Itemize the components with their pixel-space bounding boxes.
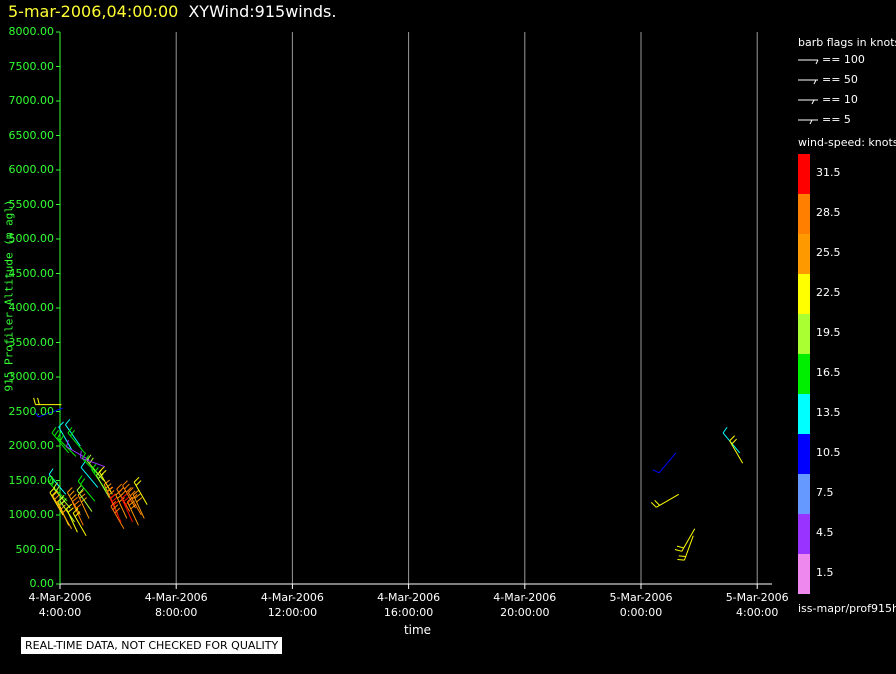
wind-barb — [133, 476, 148, 505]
wind-barb — [72, 507, 87, 536]
wind-barb — [674, 528, 696, 552]
wind-barb — [127, 487, 142, 516]
x-axis-label: time — [403, 623, 432, 637]
wind-barb — [66, 439, 90, 461]
wind-barb — [652, 452, 677, 474]
wind-barb — [67, 426, 86, 454]
wind-barb — [110, 500, 125, 530]
colorbar-label: 19.5 — [816, 326, 841, 339]
colorbar-label: 16.5 — [816, 366, 841, 379]
y-tick-label: 500.00 — [15, 542, 55, 556]
colorbar-swatch — [798, 274, 810, 314]
y-tick-label: 8000.00 — [8, 25, 55, 38]
barb-legend-glyph — [798, 79, 818, 85]
colorbar-swatch — [798, 514, 810, 554]
barb-legend-glyph — [798, 99, 818, 105]
colorbar-swatch — [798, 394, 810, 434]
y-tick-label: 5000.00 — [8, 232, 55, 245]
legend-panel: barb flags in knots == 100 == 50 == 10 == 5… — [794, 30, 896, 640]
wind-barb — [76, 484, 93, 512]
y-tick-label: 5500.00 — [8, 197, 55, 211]
y-tick-label: 2500.00 — [8, 404, 55, 418]
chart-title: 5-mar-2006,04:00:00 XYWind:915winds. — [8, 2, 336, 21]
colorbar-swatch — [798, 314, 810, 354]
barb-legend-label: == 50 — [822, 73, 858, 86]
barb-legend-label: == 10 — [822, 93, 858, 106]
x-tick-label: 4-Mar-2006 20:00:00 — [493, 591, 557, 619]
wind-barb — [677, 535, 694, 561]
wind-barb — [77, 475, 96, 502]
wind-barb — [722, 426, 741, 454]
colorbar-swatch — [798, 474, 810, 514]
wind-barb — [66, 487, 81, 516]
barb-legend-title: barb flags in knots — [798, 36, 896, 49]
wind-barb — [49, 487, 64, 516]
quality-note: REAL-TIME DATA, NOT CHECKED FOR QUALITY — [20, 636, 284, 655]
barb-legend-glyph — [798, 59, 819, 65]
x-tick-label: 4-Mar-2006 12:00:00 — [260, 591, 324, 619]
wind-barb — [51, 426, 70, 454]
colorbar-label: 4.5 — [816, 526, 834, 539]
wind-barb — [109, 493, 122, 523]
y-tick-label: 6500.00 — [8, 128, 55, 142]
wind-barb — [116, 483, 131, 512]
data-source-label: iss-mapr/prof915h — [798, 602, 896, 615]
wind-barb — [650, 493, 680, 508]
wind-barb — [48, 476, 68, 502]
x-tick-label: 4-Mar-2006 8:00:00 — [144, 591, 208, 619]
colorbar-label: 25.5 — [816, 246, 841, 259]
barb-legend-glyph — [798, 119, 818, 125]
y-tick-label: 3000.00 — [8, 370, 55, 383]
colorbar-title: wind-speed: knots — [798, 136, 896, 149]
barb-legend-label: == 100 — [822, 53, 865, 66]
colorbar-label: 13.5 — [816, 406, 841, 419]
y-tick-label: 4500.00 — [8, 266, 55, 280]
wind-barb — [122, 480, 136, 509]
wind-barb — [80, 450, 106, 468]
y-tick-label: 0.00 — [29, 577, 55, 590]
colorbar-label: 28.5 — [816, 206, 841, 219]
wind-barb — [132, 490, 145, 519]
barb-legend-glyphs — [798, 59, 819, 125]
y-tick-label: 1000.00 — [8, 508, 55, 521]
colorbar-swatch — [798, 434, 810, 474]
colorbar-label: 31.5 — [816, 166, 841, 179]
wind-barb — [80, 461, 99, 488]
title-datetime: 5-mar-2006,04:00:00 — [8, 2, 179, 21]
y-tick-label: 4000.00 — [8, 301, 55, 314]
colorbar-label: 22.5 — [816, 286, 841, 299]
y-tick-label: 7000.00 — [8, 94, 55, 107]
x-tick-label: 5-Mar-2006 0:00:00 — [609, 591, 673, 619]
colorbar-label: 10.5 — [816, 446, 841, 459]
y-tick-label: 2000.00 — [8, 439, 55, 452]
wind-barb — [34, 407, 64, 418]
y-tick-label: 6000.00 — [8, 163, 55, 176]
colorbar-swatch — [798, 554, 810, 594]
colorbar-label: 1.5 — [816, 566, 834, 579]
y-tick-label: 1500.00 — [8, 473, 55, 487]
wind-barb — [65, 419, 81, 447]
y-tick-label: 3500.00 — [8, 335, 55, 349]
colorbar-swatch — [798, 354, 810, 394]
wind-barb — [729, 435, 744, 464]
colorbar-label: 7.5 — [816, 486, 834, 499]
wind-barb — [65, 503, 78, 533]
wind-barb — [58, 421, 73, 450]
x-tick-label: 4-Mar-2006 4:00:00 — [28, 591, 92, 619]
x-tick-label: 5-Mar-2006 4:00:00 — [725, 591, 789, 619]
y-tick-label: 7500.00 — [8, 59, 55, 73]
colorbar-swatch — [798, 154, 810, 194]
x-tick-label: 4-Mar-2006 16:00:00 — [377, 591, 441, 619]
colorbar-swatch — [798, 234, 810, 274]
wind-barb — [33, 397, 62, 406]
y-axis-label: 915 Profiler Altitude (m agl) — [2, 199, 16, 392]
title-product: XYWind:915winds. — [188, 2, 337, 21]
wind-barb — [59, 494, 75, 523]
colorbar-swatch — [798, 194, 810, 234]
barb-legend-label: == 5 — [822, 113, 851, 126]
